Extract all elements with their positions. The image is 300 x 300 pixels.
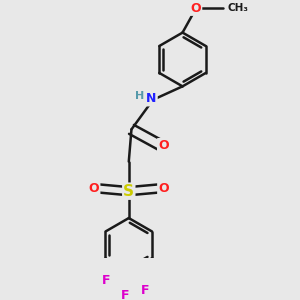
Text: S: S (123, 184, 134, 199)
Text: F: F (140, 284, 149, 297)
Text: O: O (191, 2, 201, 15)
Text: O: O (158, 182, 169, 195)
Text: F: F (121, 289, 129, 300)
Text: F: F (102, 274, 111, 286)
Text: O: O (89, 182, 99, 195)
Text: H: H (135, 92, 144, 101)
Text: CH₃: CH₃ (227, 3, 248, 14)
Text: O: O (158, 139, 169, 152)
Text: N: N (146, 92, 157, 105)
